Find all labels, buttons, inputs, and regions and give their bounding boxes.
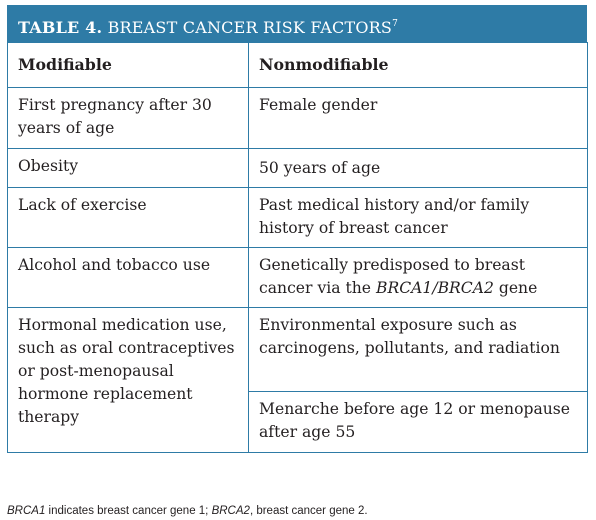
table-title: TABLE 4. BREAST CANCER RISK FACTORS7 [7,5,587,42]
footnote-gene2: BRCA2 [211,505,250,517]
footnote-text1: indicates breast cancer gene 1; [45,505,212,517]
cell-text-pre: Genetically predisposed to breast cancer… [259,256,525,297]
table-row: Lack of exercise Past medical history an… [7,187,588,248]
header-modifiable: Modifiable [7,42,249,88]
table-row: Hormonal medication use, such as oral co… [7,307,588,453]
footnote-gene1: BRCA1 [7,505,46,517]
cell-modifiable: Hormonal medication use, such as oral co… [7,307,249,453]
cell-text-post: gene [493,279,538,297]
table-row: Menarche before age 12 or menopause afte… [8,391,588,453]
cell-modifiable: Obesity [7,148,249,188]
cell-nonmodifiable: Environmental exposure such as carcinoge… [248,307,588,392]
cell-modifiable: First pregnancy after 30 years of age [7,87,249,149]
table-footnote: BRCA1 indicates breast cancer gene 1; BR… [7,505,368,517]
cell-nonmodifiable: 50 years of age [248,148,588,188]
cell-nonmodifiable: Female gender [248,87,588,149]
cell-modifiable: Alcohol and tobacco use [7,247,249,308]
cell-nonmodifiable: Menarche before age 12 or menopause afte… [248,391,588,453]
header-nonmodifiable: Nonmodifiable [248,42,588,88]
table-row: Obesity 50 years of age [7,148,588,188]
table-row: Alcohol and tobacco use Genetically pred… [7,247,588,308]
cell-modifiable: Lack of exercise [7,187,249,248]
header-row: Modifiable Nonmodifiable [7,42,588,88]
table-title-text: BREAST CANCER RISK FACTORS [107,18,393,37]
gene-name: BRCA1/BRCA2 [376,279,494,297]
risk-factors-table-container: TABLE 4. BREAST CANCER RISK FACTORS7 Mod… [7,5,589,501]
risk-factors-table: Modifiable Nonmodifiable First pregnancy… [7,42,588,453]
table-row: First pregnancy after 30 years of age Fe… [7,87,588,149]
cell-nonmodifiable: Past medical history and/or family histo… [248,187,588,248]
cell-nonmodifiable: Genetically predisposed to breast cancer… [248,247,588,308]
table-number: TABLE 4. [18,18,103,37]
footnote-text2: , breast cancer gene 2. [249,505,368,517]
reference-superscript: 7 [392,19,399,29]
